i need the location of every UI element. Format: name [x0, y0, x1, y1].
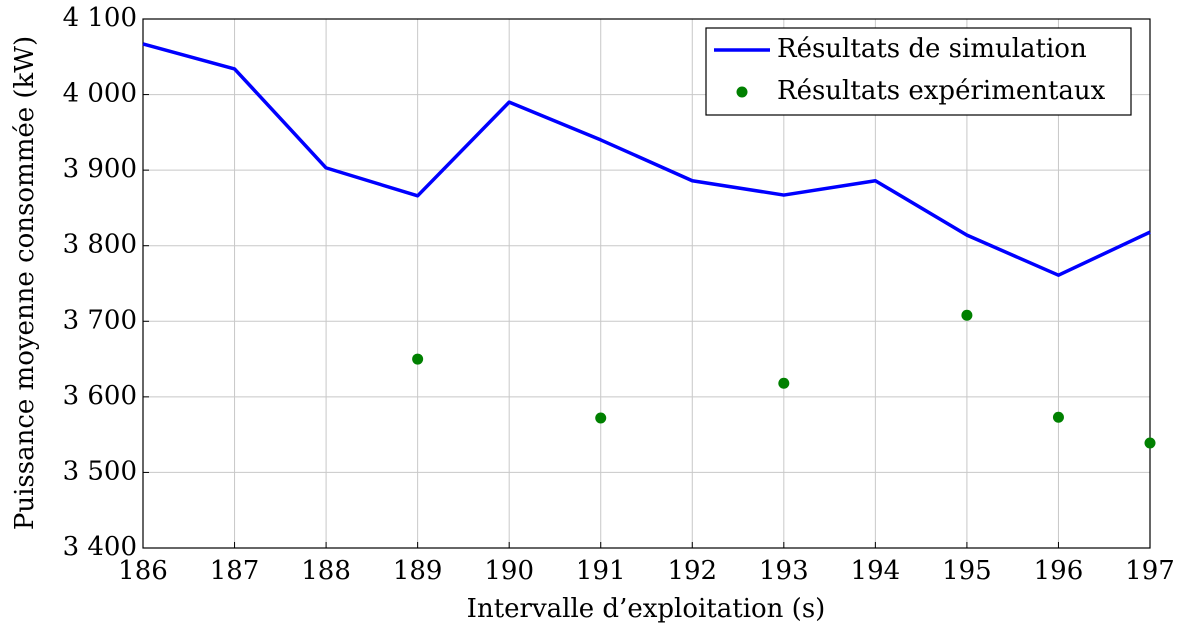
y-tick-label: 4 000 — [63, 79, 137, 109]
y-tick-label: 3 900 — [63, 154, 137, 184]
x-tick-label: 193 — [759, 556, 809, 586]
x-tick-label: 192 — [667, 556, 717, 586]
x-tick-label: 188 — [301, 556, 351, 586]
legend-swatch — [736, 86, 748, 98]
data-point — [412, 353, 424, 365]
x-tick-label: 187 — [210, 556, 260, 586]
y-tick-label: 3 700 — [63, 305, 137, 335]
data-point — [595, 412, 607, 424]
y-tick-label: 4 100 — [63, 3, 137, 33]
y-tick-label: 3 400 — [63, 532, 137, 562]
x-tick-label: 196 — [1034, 556, 1084, 586]
legend-label: Résultats de simulation — [777, 34, 1087, 64]
data-point — [778, 377, 790, 389]
x-tick-label: 191 — [576, 556, 626, 586]
data-point — [1052, 411, 1064, 423]
data-line — [142, 42, 1151, 277]
legend-box — [705, 27, 1132, 116]
plot-frame — [142, 18, 1151, 549]
y-tick-label: 3 600 — [63, 381, 137, 411]
x-tick-label: 194 — [851, 556, 901, 586]
legend-label: Résultats expérimentaux — [777, 76, 1106, 106]
x-tick-label: 189 — [393, 556, 443, 586]
y-axis-label: Puissance moyenne consommée (kW) — [10, 36, 40, 530]
x-tick-label: 190 — [484, 556, 534, 586]
x-axis-label: Intervalle d’exploitation (s) — [467, 594, 826, 624]
data-point — [1144, 437, 1156, 449]
x-tick-label: 195 — [942, 556, 992, 586]
y-tick-label: 3 500 — [63, 456, 137, 486]
y-tick-label: 3 800 — [63, 230, 137, 260]
x-tick-label: 186 — [118, 556, 168, 586]
data-point — [961, 309, 973, 321]
x-tick-label: 197 — [1125, 556, 1175, 586]
